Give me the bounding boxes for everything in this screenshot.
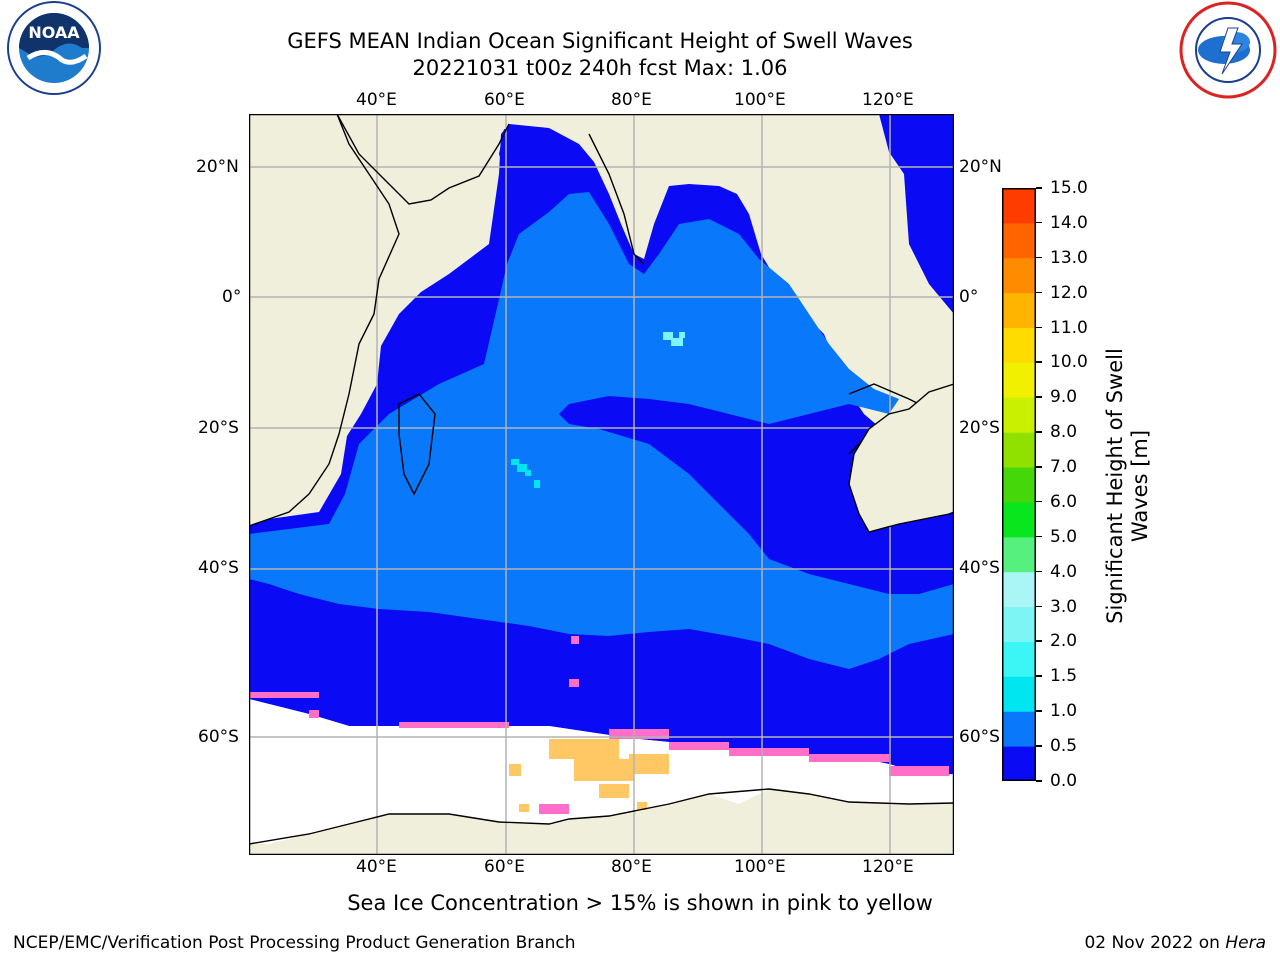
colorbar-tick-label: 12.0 [1050, 282, 1088, 303]
colorbar-tick-label: 4.0 [1050, 561, 1078, 582]
colorbar-segment [1002, 362, 1036, 398]
footer-date: 02 Nov 2022 on Hera [1084, 933, 1266, 953]
colorbar-tick-mark [1036, 640, 1042, 642]
colorbar-segment [1002, 397, 1036, 433]
colorbar-segment [1002, 222, 1036, 259]
lat-label-right-20n: 20°N [959, 157, 1002, 177]
colorbar-tick-mark [1036, 221, 1042, 224]
colorbar-segment [1002, 746, 1036, 781]
colorbar-tick-mark [1036, 780, 1042, 782]
colorbar-ticks: 0.0 0.5 1.0 1.5 2.0 3.0 4.0 5.0 6.0 7.0 8.0 9.0 10.0… [1036, 178, 1100, 792]
lat-label-left-40s: 40°S [198, 558, 239, 578]
colorbar-tick-mark [1036, 326, 1042, 329]
colorbar-tick-label: 10.0 [1050, 352, 1088, 373]
colorbar-segment [1002, 292, 1036, 329]
colorbar-tick-label: 0.5 [1050, 736, 1078, 757]
colorbar-segment [1002, 606, 1036, 642]
colorbar-segment [1002, 676, 1036, 712]
colorbar [1002, 188, 1036, 781]
colorbar-tick-label: 11.0 [1050, 317, 1088, 338]
sea-ice-orange-patches [509, 739, 669, 812]
colorbar-segment [1002, 536, 1036, 573]
colorbar-tick-mark [1036, 291, 1042, 294]
lat-label-left-60s: 60°S [198, 727, 239, 747]
lon-label-top-120e: 120°E [862, 90, 914, 110]
colorbar-tick-mark [1036, 535, 1042, 538]
colorbar-tick-label: 13.0 [1050, 247, 1088, 268]
colorbar-segment [1002, 188, 1036, 224]
lon-label-top-40e: 40°E [356, 90, 397, 110]
colorbar-tick-label: 6.0 [1050, 491, 1078, 512]
map-panel [249, 114, 954, 855]
lat-label-left-0: 0° [222, 287, 242, 307]
colorbar-tick-label: 0.0 [1050, 771, 1078, 791]
lon-label-bottom-60e: 60°E [484, 857, 525, 877]
colorbar-tick-label: 8.0 [1050, 422, 1078, 443]
colorbar-tick-label: 7.0 [1050, 457, 1078, 478]
ocean-dark-north-arabian [499, 129, 589, 199]
lon-label-bottom-120e: 120°E [862, 857, 914, 877]
lon-label-top-80e: 80°E [611, 90, 652, 110]
chart-subtitle: 20221031 t00z 240h fcst Max: 1.06 [412, 56, 788, 80]
colorbar-segment [1002, 327, 1036, 363]
lat-label-left-20s: 20°S [198, 418, 239, 438]
colorbar-tick-label: 5.0 [1050, 526, 1078, 547]
colorbar-segment [1002, 571, 1036, 608]
noaa-logo: NOAA [2, 0, 106, 96]
colorbar-title-line1: Significant Height of Swell [1103, 348, 1127, 624]
colorbar-tick-mark [1036, 675, 1042, 677]
ocean-mid-region [249, 192, 954, 669]
nws-logo [1176, 0, 1280, 100]
colorbar-tick-label: 1.5 [1050, 666, 1078, 687]
colorbar-tick-label: 1.0 [1050, 701, 1078, 722]
colorbar-tick-label: 3.0 [1050, 596, 1078, 617]
colorbar-segment [1002, 501, 1036, 538]
colorbar-segment [1002, 432, 1036, 468]
lat-label-right-20s: 20°S [959, 418, 1000, 438]
sea-ice-caption: Sea Ice Concentration > 15% is shown in … [347, 891, 933, 915]
colorbar-tick-label: 9.0 [1050, 387, 1078, 408]
colorbar-tick-mark [1036, 605, 1042, 608]
colorbar-tick-mark [1036, 396, 1042, 398]
colorbar-tick-label: 15.0 [1050, 178, 1088, 198]
colorbar-tick-label: 14.0 [1050, 212, 1088, 233]
footer-host: Hera [1225, 933, 1266, 953]
svg-text:NOAA: NOAA [28, 23, 80, 42]
lat-label-right-40s: 40°S [959, 558, 1000, 578]
colorbar-tick-mark [1036, 256, 1042, 259]
footer-branch: NCEP/EMC/Verification Post Processing Pr… [13, 933, 576, 953]
swell-spot-cyan-2 [663, 332, 685, 346]
colorbar-title-line2: Waves [m] [1128, 429, 1152, 543]
colorbar-tick-mark [1036, 431, 1042, 433]
chart-title: GEFS MEAN Indian Ocean Significant Heigh… [287, 29, 913, 53]
colorbar-tick-mark [1036, 466, 1042, 468]
sea-ice-pink-edge [249, 636, 949, 814]
colorbar-tick-mark [1036, 710, 1042, 712]
colorbar-segment [1002, 641, 1036, 677]
colorbar-tick-mark [1036, 745, 1042, 747]
colorbar-tick-mark [1036, 500, 1042, 503]
lon-label-bottom-80e: 80°E [611, 857, 652, 877]
colorbar-segment [1002, 257, 1036, 294]
lat-label-left-20n: 20°N [196, 157, 239, 177]
lon-label-top-100e: 100°E [734, 90, 786, 110]
lon-label-bottom-40e: 40°E [356, 857, 397, 877]
lat-label-right-60s: 60°S [959, 727, 1000, 747]
colorbar-tick-mark [1036, 361, 1042, 363]
swell-spot-cyan-1 [511, 459, 540, 488]
lon-label-top-60e: 60°E [484, 90, 525, 110]
lat-label-right-0: 0° [959, 287, 979, 307]
colorbar-segment [1002, 711, 1036, 747]
lon-label-bottom-100e: 100°E [734, 857, 786, 877]
australia-land [848, 383, 954, 533]
footer-date-text: 02 Nov 2022 on [1084, 933, 1220, 953]
colorbar-tick-mark [1036, 570, 1042, 573]
colorbar-tick-label: 2.0 [1050, 631, 1078, 652]
colorbar-segment [1002, 467, 1036, 503]
colorbar-tick-mark [1036, 187, 1042, 189]
